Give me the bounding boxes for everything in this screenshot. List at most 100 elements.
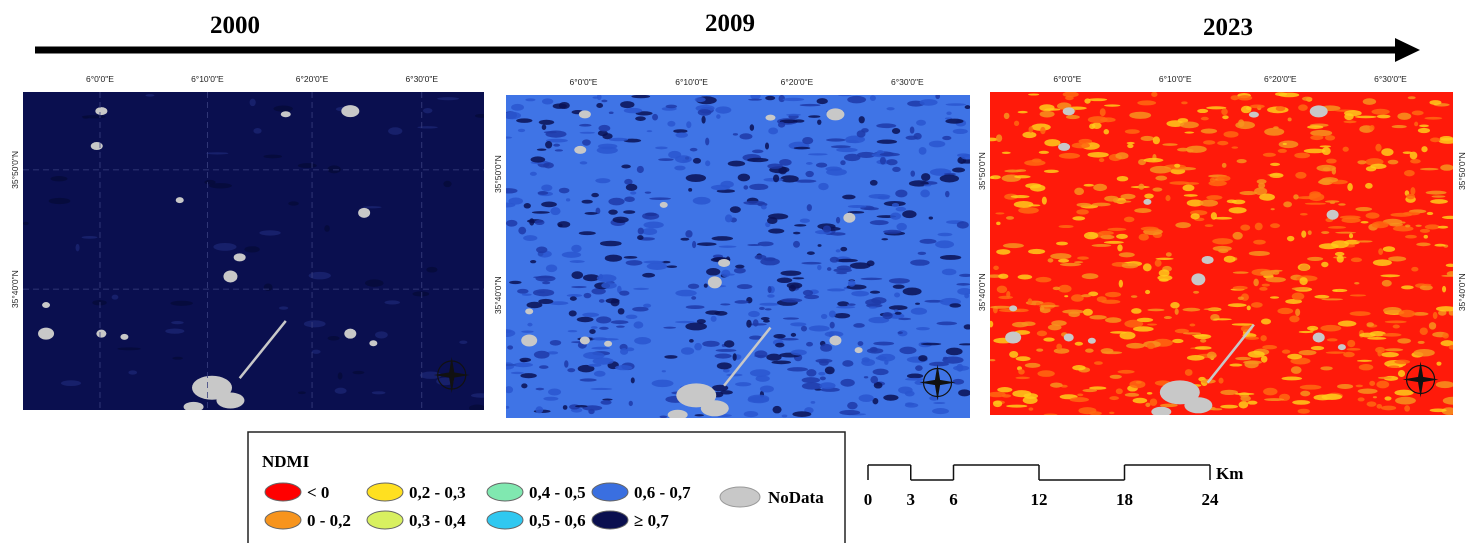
map-patch (1279, 93, 1299, 98)
map-patch (1262, 284, 1270, 287)
map-patch (1141, 227, 1159, 231)
map-patch (689, 339, 694, 343)
map-patch (634, 337, 651, 345)
nodata-patch (223, 270, 237, 282)
map-patch (802, 377, 820, 383)
map-patch (807, 251, 815, 255)
map-patch (1440, 164, 1453, 170)
map-patch (1183, 308, 1201, 312)
nodata-patch (1313, 332, 1325, 342)
map-patch (520, 373, 536, 378)
map-patch (842, 195, 855, 200)
map-patch (244, 246, 259, 252)
map-patch (1078, 407, 1096, 414)
map-patch (1238, 296, 1244, 299)
map-patch (830, 257, 839, 263)
map-patch (539, 365, 548, 369)
map-patch (589, 329, 595, 334)
map-patch (940, 175, 959, 183)
map-patch (1110, 375, 1122, 379)
nodata-patch (95, 107, 107, 115)
map-patch (1321, 298, 1343, 300)
map-patch (1420, 229, 1430, 233)
map-patch (629, 401, 633, 406)
map-patch (652, 114, 658, 121)
map-patch (1350, 311, 1371, 316)
map-patch (839, 410, 860, 415)
map-patch (681, 347, 694, 355)
map-patch (895, 312, 902, 315)
map-patch (1432, 195, 1446, 197)
map-patch (563, 405, 568, 410)
nodata-patch (1191, 273, 1205, 285)
latitude-label: 35°50'0"N (493, 155, 503, 193)
map-patch (1307, 125, 1323, 129)
map-patch (734, 300, 748, 304)
map-patch (591, 193, 599, 197)
map-patch (1040, 306, 1045, 310)
nodata-patch (216, 392, 244, 408)
map-patch (594, 371, 606, 377)
map-patch (1354, 282, 1359, 285)
map-patch (1420, 168, 1439, 171)
map-patch (877, 139, 897, 143)
map-patch (1373, 396, 1377, 398)
map-patch (1394, 390, 1413, 396)
map-patch (1358, 397, 1365, 401)
map-patch (1440, 136, 1454, 141)
map-patch (1343, 147, 1349, 152)
map-patch (1273, 126, 1279, 129)
map-patch (532, 211, 550, 214)
map-patch (1201, 117, 1209, 121)
map-patch (761, 317, 770, 320)
map-patch (564, 360, 568, 367)
map-patch (915, 303, 920, 305)
map-patch (590, 388, 612, 390)
map-patch (1006, 216, 1014, 220)
map-patch (733, 133, 738, 135)
map-patch (725, 214, 732, 222)
nodata-patch (1249, 112, 1259, 118)
map-patch (892, 203, 899, 207)
map-patch (1424, 235, 1428, 239)
map-patch (1327, 338, 1338, 341)
map-patch (658, 158, 674, 161)
map-patch (1322, 394, 1343, 400)
map-patch (1343, 120, 1356, 123)
map-patch (1384, 396, 1391, 400)
map-patch (1117, 370, 1134, 374)
map-patch (591, 347, 610, 350)
map-patch (998, 274, 1008, 279)
nodata-patch (1202, 256, 1214, 264)
map-patch (1405, 225, 1410, 228)
map-patch (1164, 316, 1172, 319)
map-patch (1344, 110, 1362, 116)
map-patch (1292, 287, 1309, 290)
map-patch (1119, 280, 1123, 288)
map-patch (880, 153, 900, 157)
map-patch (1406, 194, 1415, 200)
map-patch (768, 286, 772, 293)
nodata-patch (1005, 331, 1021, 343)
map-patch (328, 165, 341, 173)
map-patch (1298, 409, 1310, 414)
map-patch (1248, 351, 1265, 358)
map-patch (685, 230, 692, 238)
map-patch (582, 139, 591, 145)
map-patch (1264, 128, 1284, 136)
map-patch (705, 138, 709, 146)
map-patch (840, 247, 847, 251)
map-patch (836, 259, 858, 263)
map-patch (818, 183, 829, 190)
map-patch (1040, 127, 1045, 134)
map-patch (846, 140, 859, 143)
nodata-patch (765, 115, 775, 121)
map-patch (1050, 253, 1071, 259)
map-patch (1372, 221, 1389, 228)
page: NDMI 2000200920236°0'0"E6°10'0"E6°20'0"E… (0, 0, 1477, 543)
map-patch (910, 170, 915, 176)
map-patch (1361, 221, 1369, 223)
map-patch (764, 257, 776, 261)
scale-label: 24 (1202, 490, 1220, 509)
map-patch (588, 409, 594, 414)
